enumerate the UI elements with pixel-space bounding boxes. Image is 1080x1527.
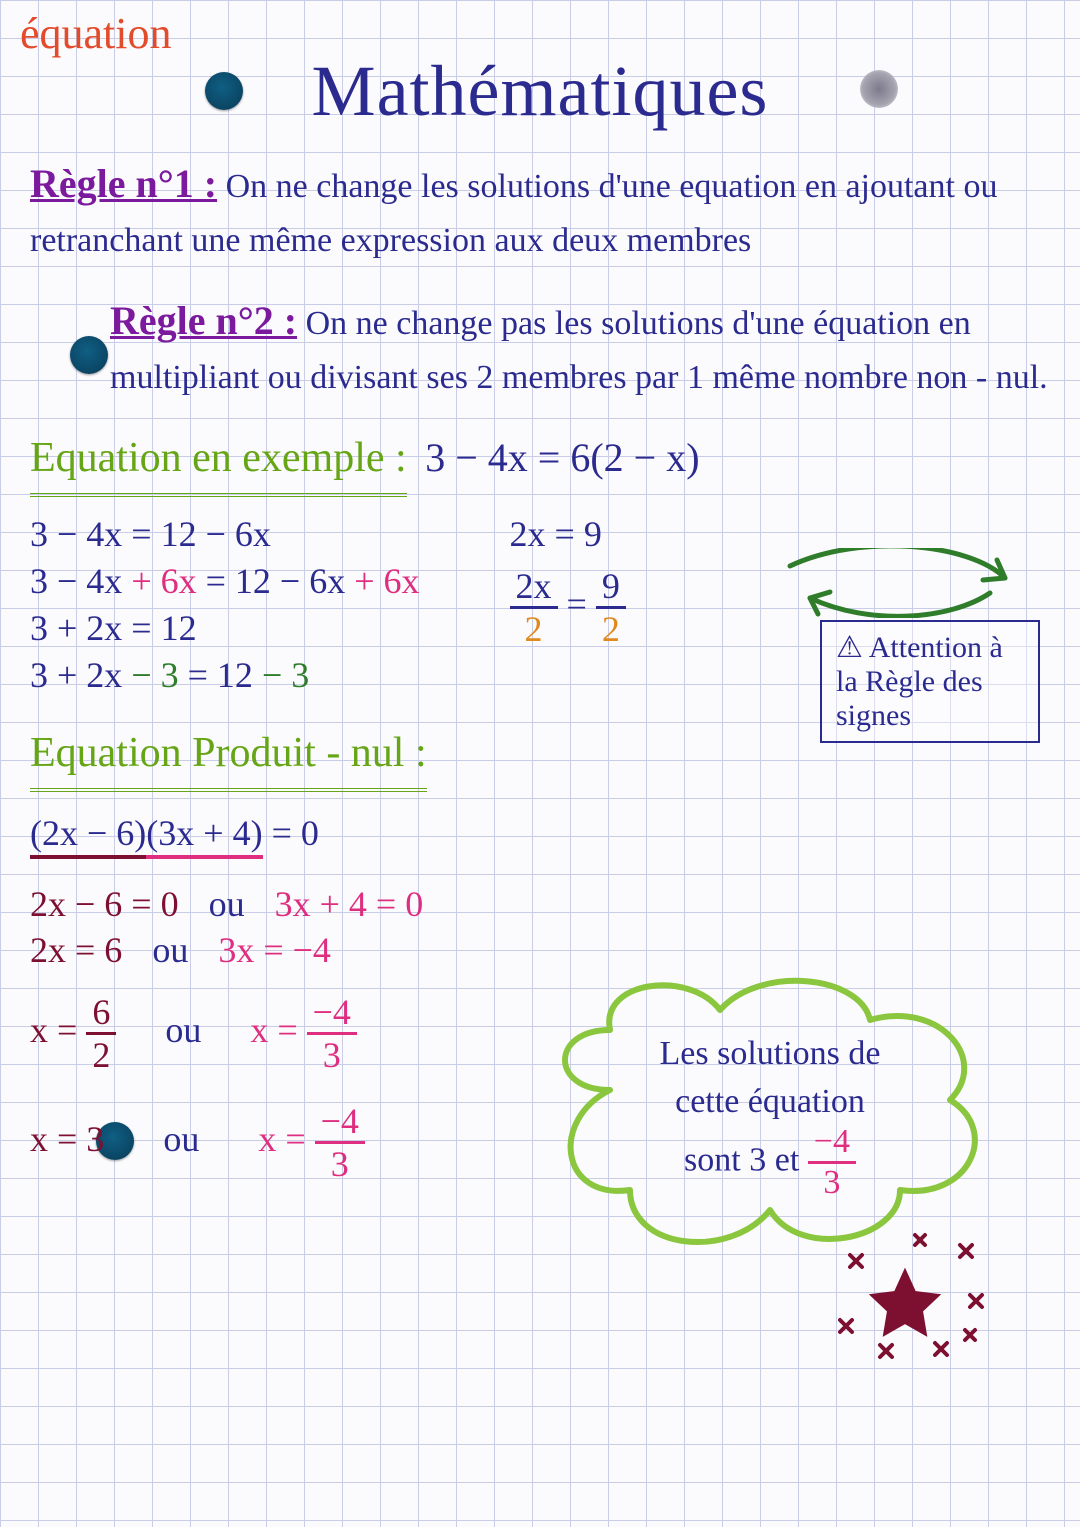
eq-line: 2x2 = 92 xyxy=(510,568,626,647)
rule-1-head: Règle n°1 : xyxy=(30,161,217,206)
example-steps-left: 3 − 4x = 12 − 6x3 − 4x + 6x = 12 − 6x + … xyxy=(30,511,420,698)
eq-line: 2x = 9 xyxy=(510,511,626,558)
attention-box: ⚠ Attention à la Règle des signes xyxy=(820,620,1040,743)
eq-line: 3 + 2x − 3 = 12 − 3 xyxy=(30,652,420,699)
page-content: équation Mathématiques Règle n°1 : On ne… xyxy=(0,0,1080,1527)
eq-line: 2x − 6 = 0ou3x + 4 = 0 xyxy=(30,881,1050,928)
cloud-text: Les solutions de cette équation sont 3 e… xyxy=(590,1030,950,1200)
page-title: Mathématiques xyxy=(30,50,1050,133)
example-head: Equation en exemple : xyxy=(30,426,407,497)
example-equation: 3 − 4x = 6(2 − x) xyxy=(425,427,699,489)
distribute-arrow-icon xyxy=(750,548,1050,618)
product-head: Equation Produit - nul : xyxy=(30,721,427,792)
example-steps-right: 2x = 9 2x2 = 92 xyxy=(510,511,626,698)
product-equation: (2x − 6)(3x + 4) = 0 xyxy=(30,810,1050,857)
solutions-cloud: Les solutions de cette équation sont 3 e… xyxy=(530,960,1000,1260)
eq-line: 3 + 2x = 12 xyxy=(30,605,420,652)
star-icon xyxy=(820,1225,990,1365)
rule-2-head: Règle n°2 : xyxy=(110,298,297,343)
eq-line: 3 − 4x = 12 − 6x xyxy=(30,511,420,558)
eq-line: 3 − 4x + 6x = 12 − 6x + 6x xyxy=(30,558,420,605)
rule-2: Règle n°2 : On ne change pas les solutio… xyxy=(30,290,1050,405)
rule-1: Règle n°1 : On ne change les solutions d… xyxy=(30,153,1050,268)
topic-label: équation xyxy=(20,8,172,59)
